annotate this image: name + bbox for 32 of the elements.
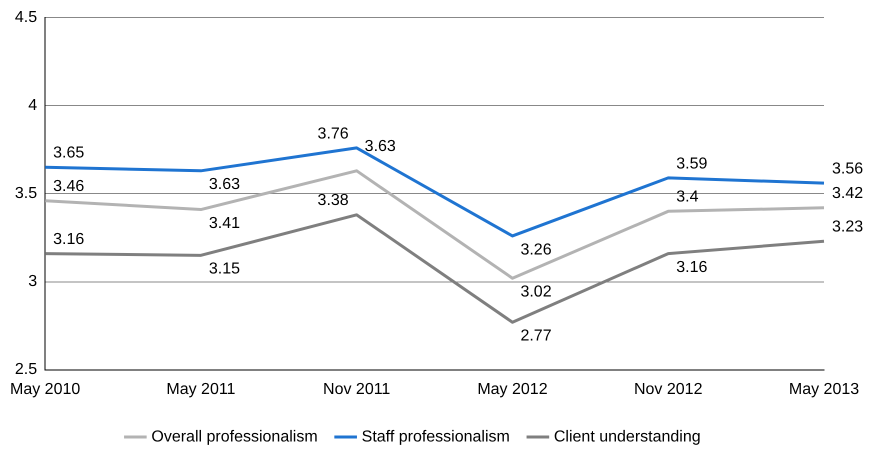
data-label: 3.16 [676, 258, 708, 276]
data-label: 3.76 [318, 125, 349, 142]
x-tick-label: Nov 2011 [323, 380, 390, 398]
data-label: 3.59 [676, 155, 708, 172]
y-tick-label: 4 [28, 97, 38, 114]
data-label: 3.56 [832, 160, 864, 178]
x-tick-label: May 2011 [166, 380, 236, 398]
data-label: 3.46 [53, 178, 84, 196]
data-label: 3.16 [53, 230, 84, 248]
data-label: 3.41 [208, 214, 240, 232]
legend-label: Client understanding [554, 428, 701, 446]
data-label: 3.23 [832, 218, 864, 236]
y-tick-label: 3.5 [14, 185, 38, 202]
x-tick-label: May 2013 [788, 380, 860, 398]
x-tick-label: Nov 2012 [634, 380, 703, 398]
data-label: 3.02 [520, 284, 552, 301]
data-label: 2.77 [520, 328, 552, 345]
data-label: 3.26 [520, 241, 552, 258]
x-tick-label: May 2010 [10, 380, 80, 398]
data-label: 3.15 [208, 260, 240, 278]
data-label: 3.65 [53, 144, 84, 162]
data-label: 3.42 [832, 185, 864, 202]
data-label: 3.63 [208, 176, 240, 194]
data-label: 3.38 [318, 192, 349, 210]
y-tick-label: 4.5 [14, 9, 38, 26]
data-label: 3.63 [364, 138, 396, 156]
legend-label: Staff professionalism [362, 428, 510, 446]
y-tick-label: 2.5 [14, 361, 38, 378]
data-label: 3.4 [676, 188, 699, 206]
legend-label: Overall professionalism [151, 428, 318, 446]
y-tick-label: 3 [28, 273, 38, 290]
x-tick-label: May 2012 [477, 380, 548, 398]
